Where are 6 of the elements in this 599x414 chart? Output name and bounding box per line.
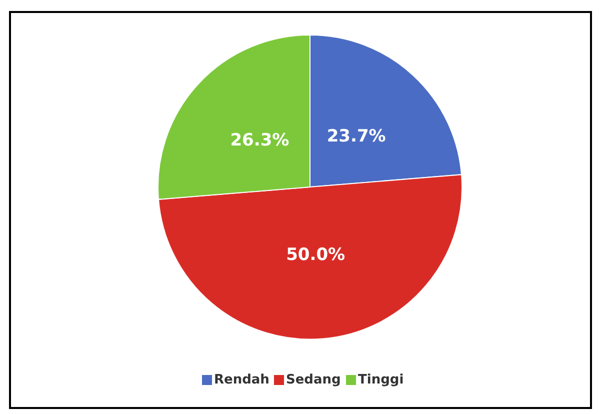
legend-label: Tinggi [358, 372, 404, 388]
data-label: 23.7% [326, 126, 386, 147]
legend-label: Rendah [214, 372, 270, 388]
legend-label: Sedang [286, 372, 341, 388]
data-label: 50.0% [286, 245, 346, 266]
data-label: 26.3% [230, 130, 290, 151]
